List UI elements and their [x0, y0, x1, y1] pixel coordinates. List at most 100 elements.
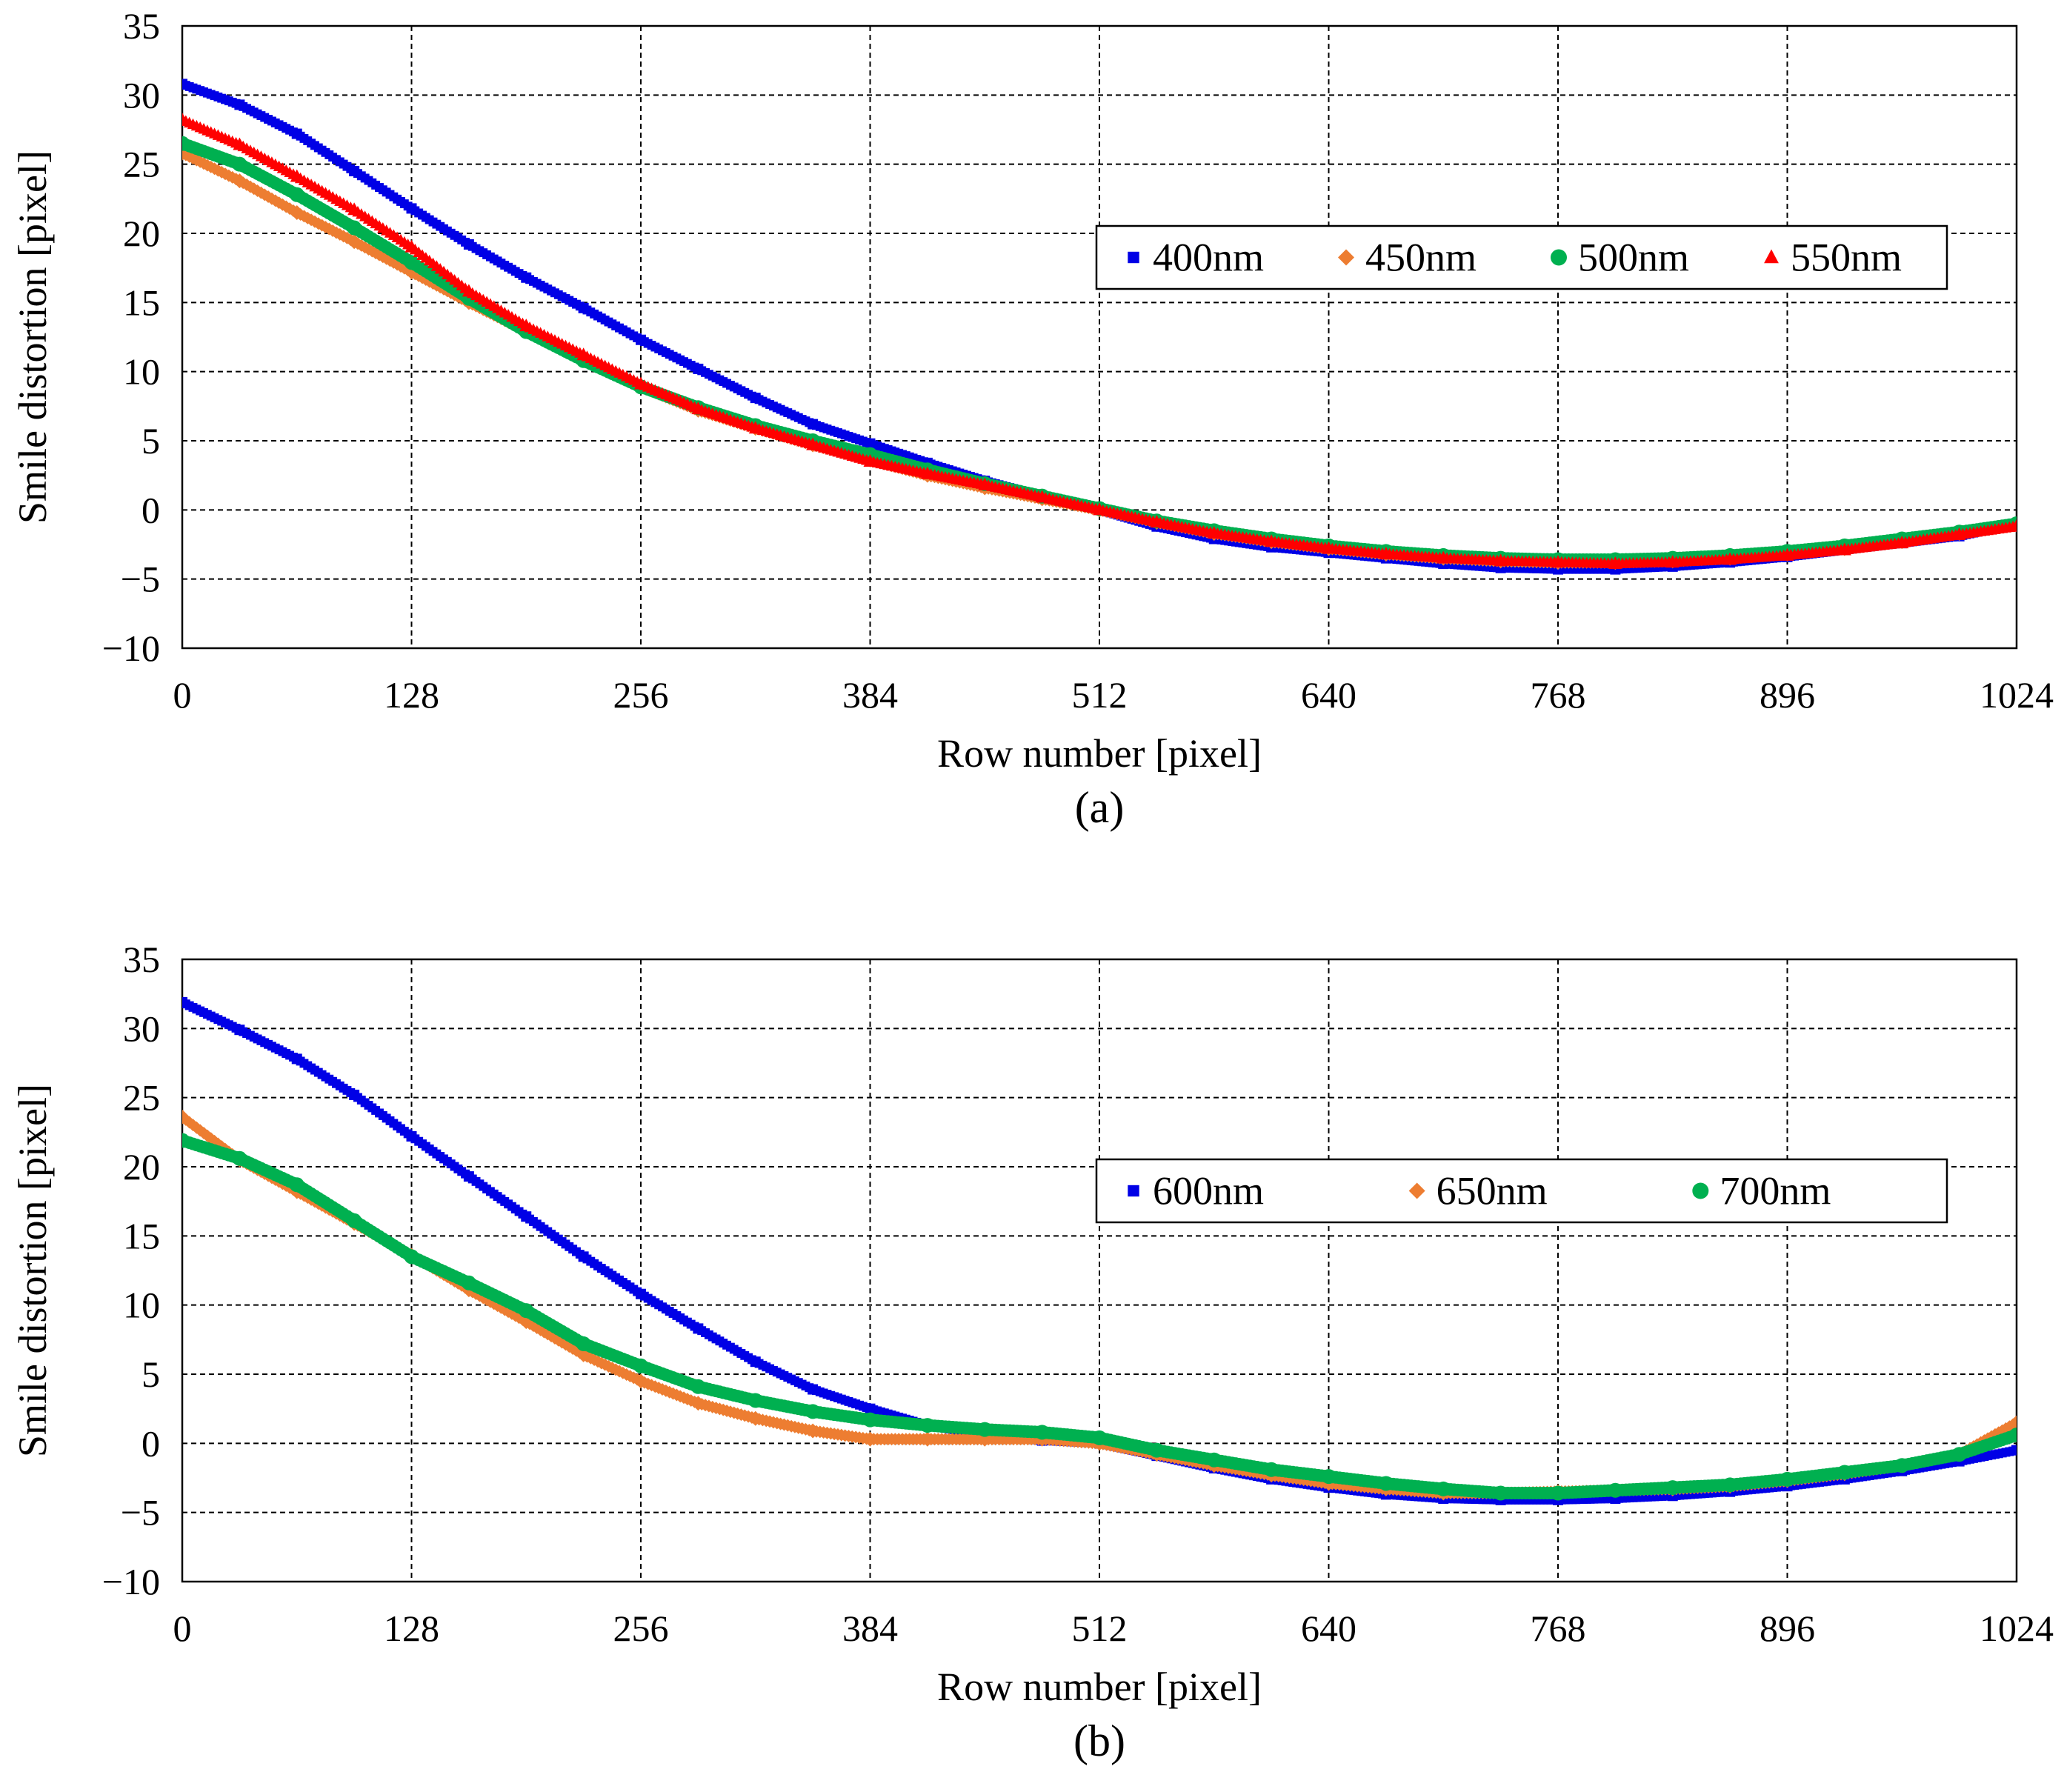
y-tick-label: −5 [121, 559, 160, 600]
x-tick-label: 768 [1531, 674, 1586, 716]
legend: 600nm 650nm 700nm [1095, 1158, 1948, 1224]
data-point [1322, 541, 1336, 554]
data-point [865, 1403, 876, 1414]
data-point [1378, 1476, 1394, 1491]
data-point [462, 284, 476, 297]
legend-label: 500nm [1578, 236, 1689, 280]
y-tick-label: 30 [123, 1007, 160, 1049]
y-tick-label: −10 [102, 627, 160, 669]
x-tick-label: 256 [613, 674, 669, 716]
data-point [2010, 519, 2017, 532]
data-point [750, 1356, 761, 1368]
data-point [291, 1053, 302, 1065]
data-point [521, 272, 532, 283]
y-tick-label: 35 [123, 5, 160, 47]
y-tick-label: 0 [142, 1422, 160, 1464]
data-point [461, 1275, 476, 1290]
data-point [578, 302, 589, 313]
legend-marker [1692, 1182, 1709, 1199]
y-tick-label: −5 [121, 1492, 160, 1533]
data-point [463, 1171, 474, 1182]
x-tick-label: 1024 [1980, 674, 2054, 716]
panel-label: (a) [1075, 783, 1125, 832]
data-point [1665, 1480, 1680, 1496]
data-point [232, 173, 247, 189]
y-axis-title: Smile distortion [pixel] [10, 150, 55, 524]
y-tick-label: 35 [123, 939, 160, 980]
data-point [1608, 556, 1622, 570]
data-point [748, 1410, 763, 1426]
data-point [463, 239, 474, 250]
data-point [234, 1025, 245, 1036]
data-point [808, 1384, 819, 1395]
x-tick-label: 640 [1301, 1608, 1356, 1649]
data-point [636, 1288, 646, 1299]
data-point [1436, 1481, 1451, 1496]
data-point [748, 1393, 763, 1408]
data-point [519, 1303, 534, 1319]
data-point [521, 1211, 532, 1222]
data-point [519, 319, 533, 332]
legend-marker [1128, 251, 1139, 264]
data-point [1665, 555, 1680, 568]
data-point [1837, 1465, 1852, 1480]
data-point [1952, 527, 1966, 540]
data-point [690, 1379, 706, 1394]
data-point [2011, 1445, 2017, 1456]
plot-area-frame [181, 24, 2018, 650]
data-point [693, 1323, 704, 1334]
chart-panel-b: −10 −5 0 5 10 15 20 25 30 35 0 128 256 384 512 640 768 89… [10, 939, 2054, 1765]
x-tick-label: 640 [1301, 674, 1356, 716]
y-tick-label: 5 [142, 1353, 160, 1395]
y-tick-label: 5 [142, 420, 160, 462]
legend-marker [1408, 1182, 1425, 1199]
x-tick-label: 0 [173, 1608, 192, 1649]
data-point [349, 166, 360, 176]
data-point [690, 1396, 706, 1411]
data-point [182, 1109, 190, 1125]
data-point [1206, 1452, 1222, 1468]
data-point [1894, 1458, 1910, 1473]
data-point [919, 1418, 935, 1433]
data-point [691, 402, 705, 415]
data-point [1149, 1442, 1165, 1458]
legend-label: 700nm [1720, 1169, 1831, 1213]
data-point [182, 79, 187, 90]
data-point [182, 136, 190, 151]
data-point [1093, 502, 1106, 516]
x-tick-label: 128 [384, 674, 439, 716]
x-tick-label: 896 [1760, 1608, 1815, 1649]
y-tick-label: 10 [123, 1285, 160, 1326]
data-point [634, 376, 648, 390]
y-tick-label: 25 [123, 144, 160, 185]
legend-label: 450nm [1365, 236, 1477, 280]
data-point [1723, 552, 1737, 565]
y-tick-label: 20 [123, 213, 160, 254]
data-point [806, 437, 820, 450]
x-tick-label: 384 [842, 1608, 898, 1649]
data-point [2009, 1428, 2017, 1443]
legend-label: 650nm [1437, 1169, 1548, 1213]
data-point [1493, 1485, 1508, 1501]
data-point [1437, 550, 1451, 564]
data-point [862, 1412, 878, 1428]
data-point [1034, 1425, 1050, 1440]
data-point [1321, 1469, 1336, 1485]
data-point [1551, 555, 1565, 568]
legend-label: 550nm [1791, 236, 1902, 280]
data-point [693, 363, 704, 374]
data-point [578, 1251, 589, 1262]
plot-area-frame [181, 958, 2018, 1583]
legend-label: 400nm [1153, 236, 1264, 280]
data-point [1092, 1430, 1107, 1445]
data-point [978, 477, 992, 490]
data-point [234, 99, 245, 110]
data-point [182, 996, 187, 1007]
y-tick-label: 25 [123, 1077, 160, 1119]
data-point [349, 1089, 360, 1100]
data-point [977, 1422, 993, 1437]
data-point [289, 187, 304, 202]
series-600nm [182, 996, 2017, 1505]
data-point [576, 1336, 591, 1351]
